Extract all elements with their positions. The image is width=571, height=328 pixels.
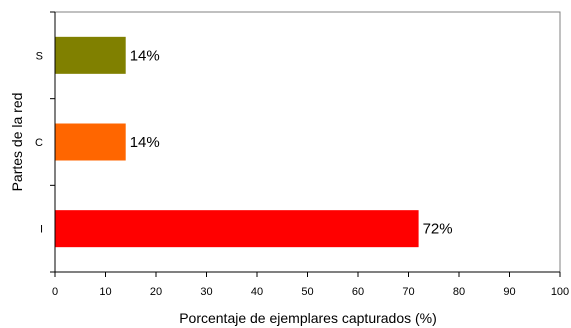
x-tick-label: 40	[251, 286, 263, 298]
x-tick-label: 70	[402, 286, 414, 298]
x-tick-label: 10	[99, 286, 111, 298]
y-axis-title: Partes de la red	[9, 93, 25, 192]
data-label: 14%	[130, 47, 160, 64]
y-tick-label: I	[40, 224, 43, 236]
x-tick-label: 90	[503, 286, 515, 298]
bar-s	[55, 36, 126, 74]
axis-layer: 0 10 20 30 40 50 60 70 80 90 100 S C I	[35, 11, 569, 298]
data-label: 14%	[130, 134, 160, 151]
bars-layer	[55, 36, 419, 248]
data-label: 72%	[423, 221, 453, 238]
x-tick-label: 50	[301, 286, 313, 298]
x-tick-label: 30	[200, 286, 212, 298]
labels-layer: 14% 14% 72%	[130, 47, 453, 237]
y-tick-label: S	[36, 50, 43, 62]
x-tick-label: 0	[52, 286, 58, 298]
x-tick-label: 60	[352, 286, 364, 298]
bar-i	[55, 210, 419, 248]
y-tick-label: C	[35, 137, 43, 149]
x-tick-label: 100	[551, 286, 569, 298]
x-tick-label: 20	[150, 286, 162, 298]
bar-c	[55, 123, 126, 161]
x-tick-label: 80	[453, 286, 465, 298]
x-axis-title: Porcentaje de ejemplares capturados (%)	[179, 310, 437, 326]
